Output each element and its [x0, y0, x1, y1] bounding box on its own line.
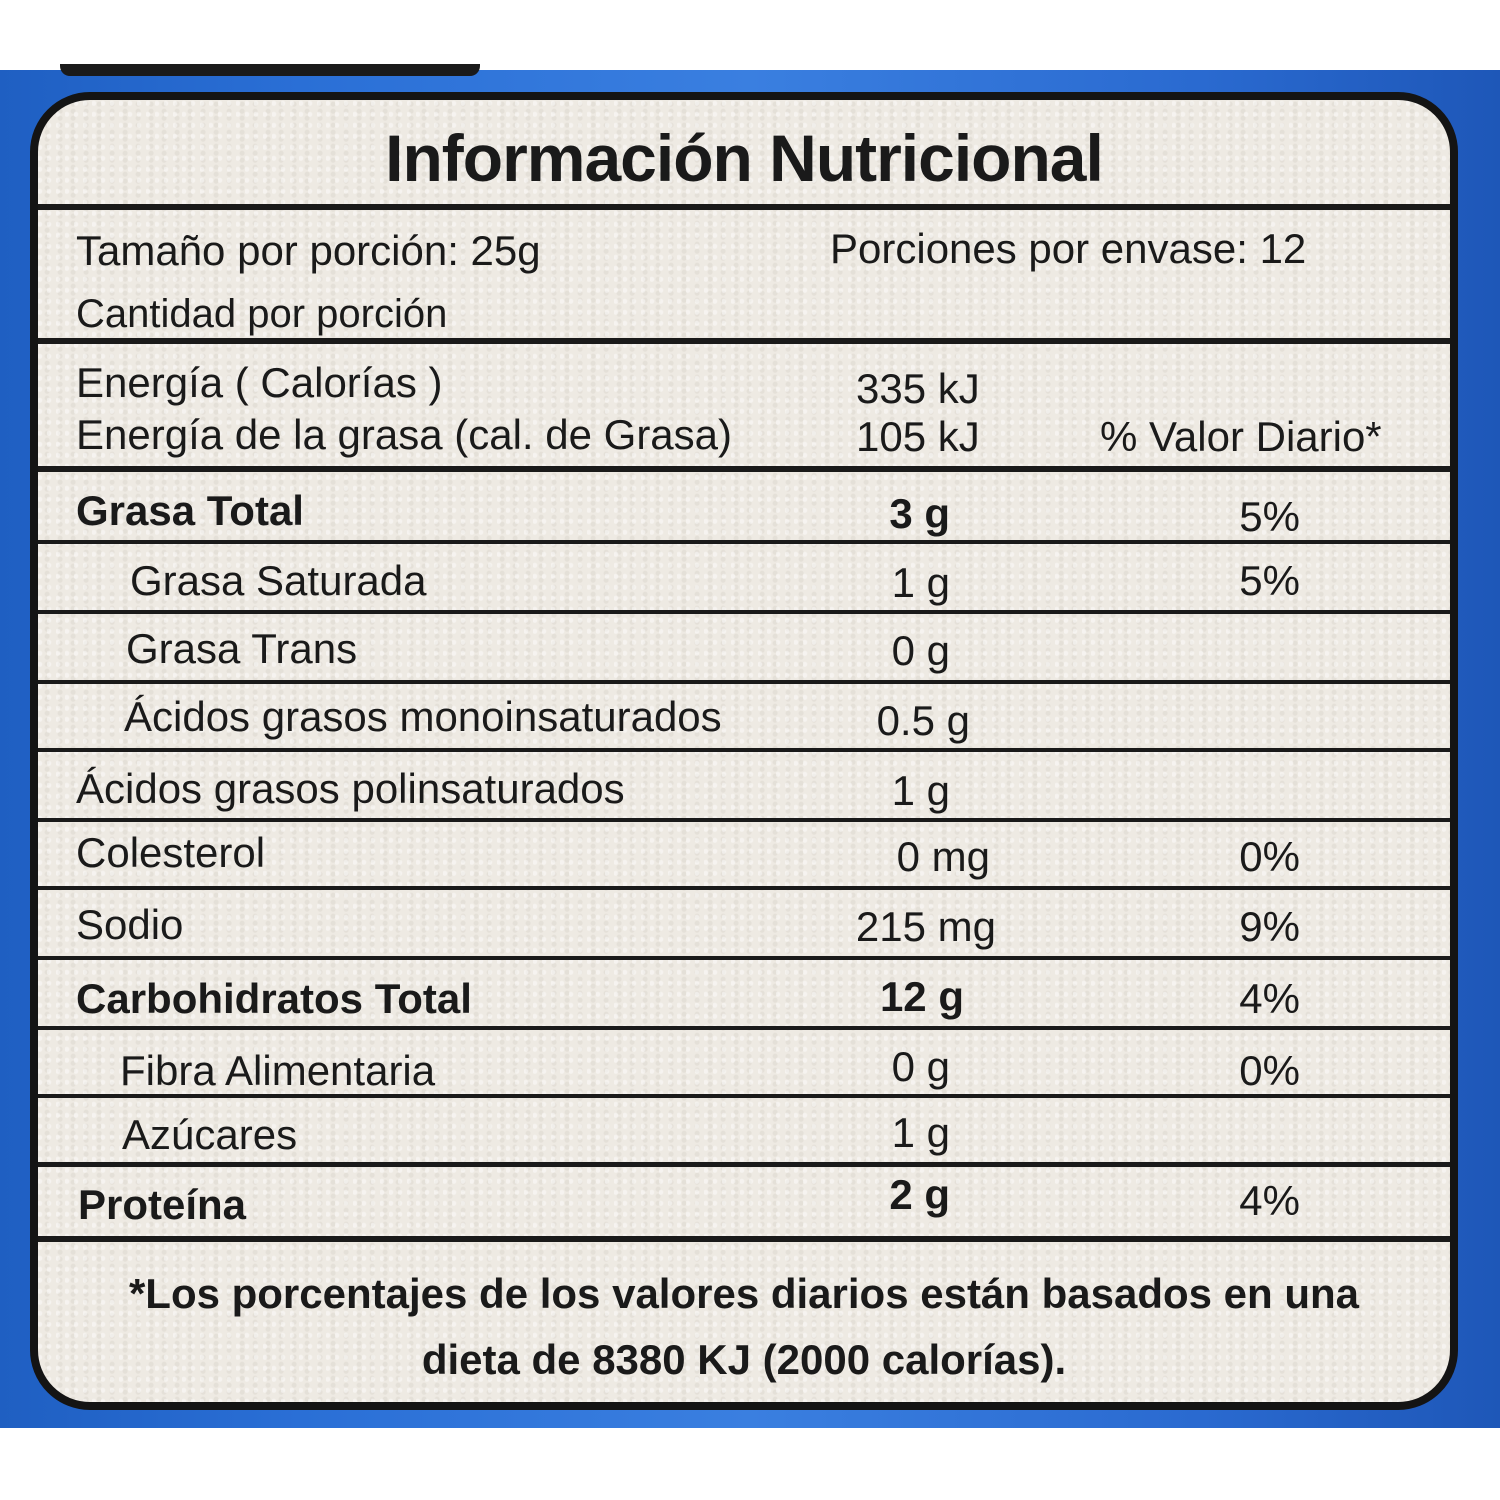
serving-size: Tamaño por porción: 25g [76, 227, 541, 274]
nutrient-daily-value: 4% [1239, 1177, 1300, 1224]
nutrient-amount: 0 g [891, 1043, 950, 1090]
nutrient-amount: 3 g [889, 490, 950, 537]
divider [38, 540, 1450, 544]
fat-energy-label: Energía de la grasa (cal. de Grasa) [76, 411, 733, 458]
nutrient-amount: 1 g [891, 559, 950, 606]
energy-label: Energía ( Calorías ) [76, 359, 443, 406]
divider [38, 1094, 1450, 1098]
daily-value-header: % Valor Diario* [1100, 413, 1382, 460]
divider [38, 956, 1450, 960]
nutrient-amount: 2 g [889, 1171, 950, 1218]
nutrient-amount: 215 mg [855, 903, 996, 950]
package-edge [60, 64, 480, 76]
footnote-line-1: *Los porcentajes de los valores diarios … [128, 1270, 1360, 1317]
nutrient-name: Azúcares [122, 1111, 298, 1158]
divider [38, 338, 1450, 344]
nutrient-daily-value: 0% [1239, 833, 1300, 880]
nutrient-amount: 1 g [891, 1109, 950, 1156]
nutrient-name: Ácidos grasos polinsaturados [76, 765, 625, 812]
divider [38, 1026, 1450, 1030]
nutrient-name: Grasa Trans [126, 625, 358, 672]
nutrient-amount: 1 g [891, 767, 950, 814]
divider [38, 818, 1450, 822]
divider [38, 748, 1450, 752]
fat-energy-value: 105 kJ [856, 413, 980, 460]
nutrient-daily-value: 0% [1239, 1047, 1300, 1094]
nutrient-daily-value: 4% [1239, 975, 1300, 1022]
nutrient-name: Fibra Alimentaria [120, 1047, 436, 1094]
nutrient-amount: 0.5 g [876, 697, 970, 744]
label-title: Información Nutricional [385, 121, 1104, 195]
footnote-line-2: dieta de 8380 KJ (2000 calorías). [421, 1336, 1067, 1383]
divider [38, 680, 1450, 684]
nutrient-daily-value: 5% [1239, 557, 1300, 604]
energy-value: 335 kJ [856, 365, 980, 412]
nutrient-name: Sodio [76, 901, 184, 948]
nutrient-amount: 0 mg [896, 833, 990, 880]
servings-per-container: Porciones por envase: 12 [830, 225, 1307, 272]
nutrient-name: Ácidos grasos monoinsaturados [124, 693, 722, 740]
nutrient-name: Grasa Saturada [130, 557, 427, 604]
nutrient-daily-value: 5% [1239, 493, 1300, 540]
nutrient-daily-value: 9% [1239, 903, 1300, 950]
divider [38, 886, 1450, 890]
nutrient-amount: 12 g [879, 973, 964, 1020]
divider [38, 466, 1450, 472]
divider [38, 1162, 1450, 1167]
divider [38, 610, 1450, 614]
divider [38, 1236, 1450, 1242]
nutrient-name: Grasa Total [76, 487, 304, 534]
nutrient-name: Carbohidratos Total [76, 975, 472, 1022]
nutrient-name: Proteína [78, 1181, 247, 1228]
divider [38, 204, 1450, 210]
amount-per-serving: Cantidad por porción [76, 292, 448, 336]
nutrient-amount: 0 g [891, 627, 950, 674]
nutrition-facts-label: Información Nutricional Tamaño por porci… [30, 92, 1458, 1410]
nutrient-name: Colesterol [76, 829, 266, 876]
